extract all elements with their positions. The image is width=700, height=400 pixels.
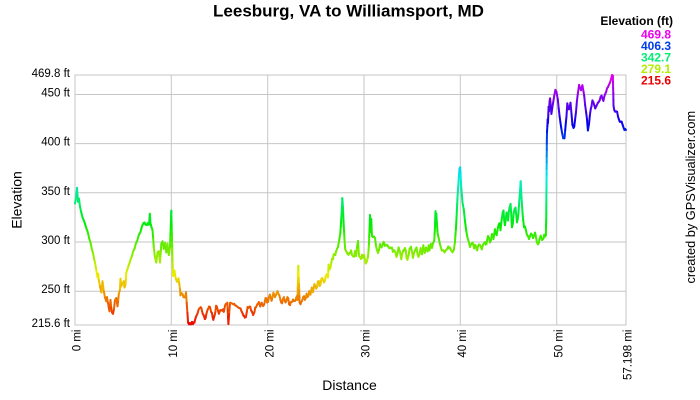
svg-text:250 ft: 250 ft <box>41 284 71 296</box>
svg-text:10 mi: 10 mi <box>168 330 180 358</box>
svg-text:469.8 ft: 469.8 ft <box>32 68 71 80</box>
svg-text:Elevation (ft): Elevation (ft) <box>600 14 673 28</box>
svg-text:57.198 mi: 57.198 mi <box>623 330 635 381</box>
svg-text:Elevation: Elevation <box>9 171 25 229</box>
svg-text:450 ft: 450 ft <box>41 87 71 99</box>
svg-text:406.3: 406.3 <box>641 39 671 53</box>
svg-text:20 mi: 20 mi <box>264 330 276 358</box>
svg-text:created by GPSVisualizer.com: created by GPSVisualizer.com <box>683 111 698 284</box>
svg-text:400 ft: 400 ft <box>41 137 71 149</box>
svg-text:Leesburg, VA to Williamsport,: Leesburg, VA to Williamsport, MD <box>213 2 484 21</box>
svg-text:300 ft: 300 ft <box>41 235 71 247</box>
svg-text:0 mi: 0 mi <box>72 330 84 352</box>
svg-text:50 mi: 50 mi <box>553 330 565 358</box>
svg-text:40 mi: 40 mi <box>457 330 469 358</box>
svg-text:469.8: 469.8 <box>641 27 671 41</box>
svg-text:215.6 ft: 215.6 ft <box>32 318 71 330</box>
svg-text:30 mi: 30 mi <box>361 330 373 358</box>
svg-text:342.7: 342.7 <box>641 51 671 65</box>
svg-text:Distance: Distance <box>322 377 377 393</box>
svg-text:350 ft: 350 ft <box>41 186 71 198</box>
svg-text:279.1: 279.1 <box>641 62 671 76</box>
svg-text:215.6: 215.6 <box>641 74 671 88</box>
